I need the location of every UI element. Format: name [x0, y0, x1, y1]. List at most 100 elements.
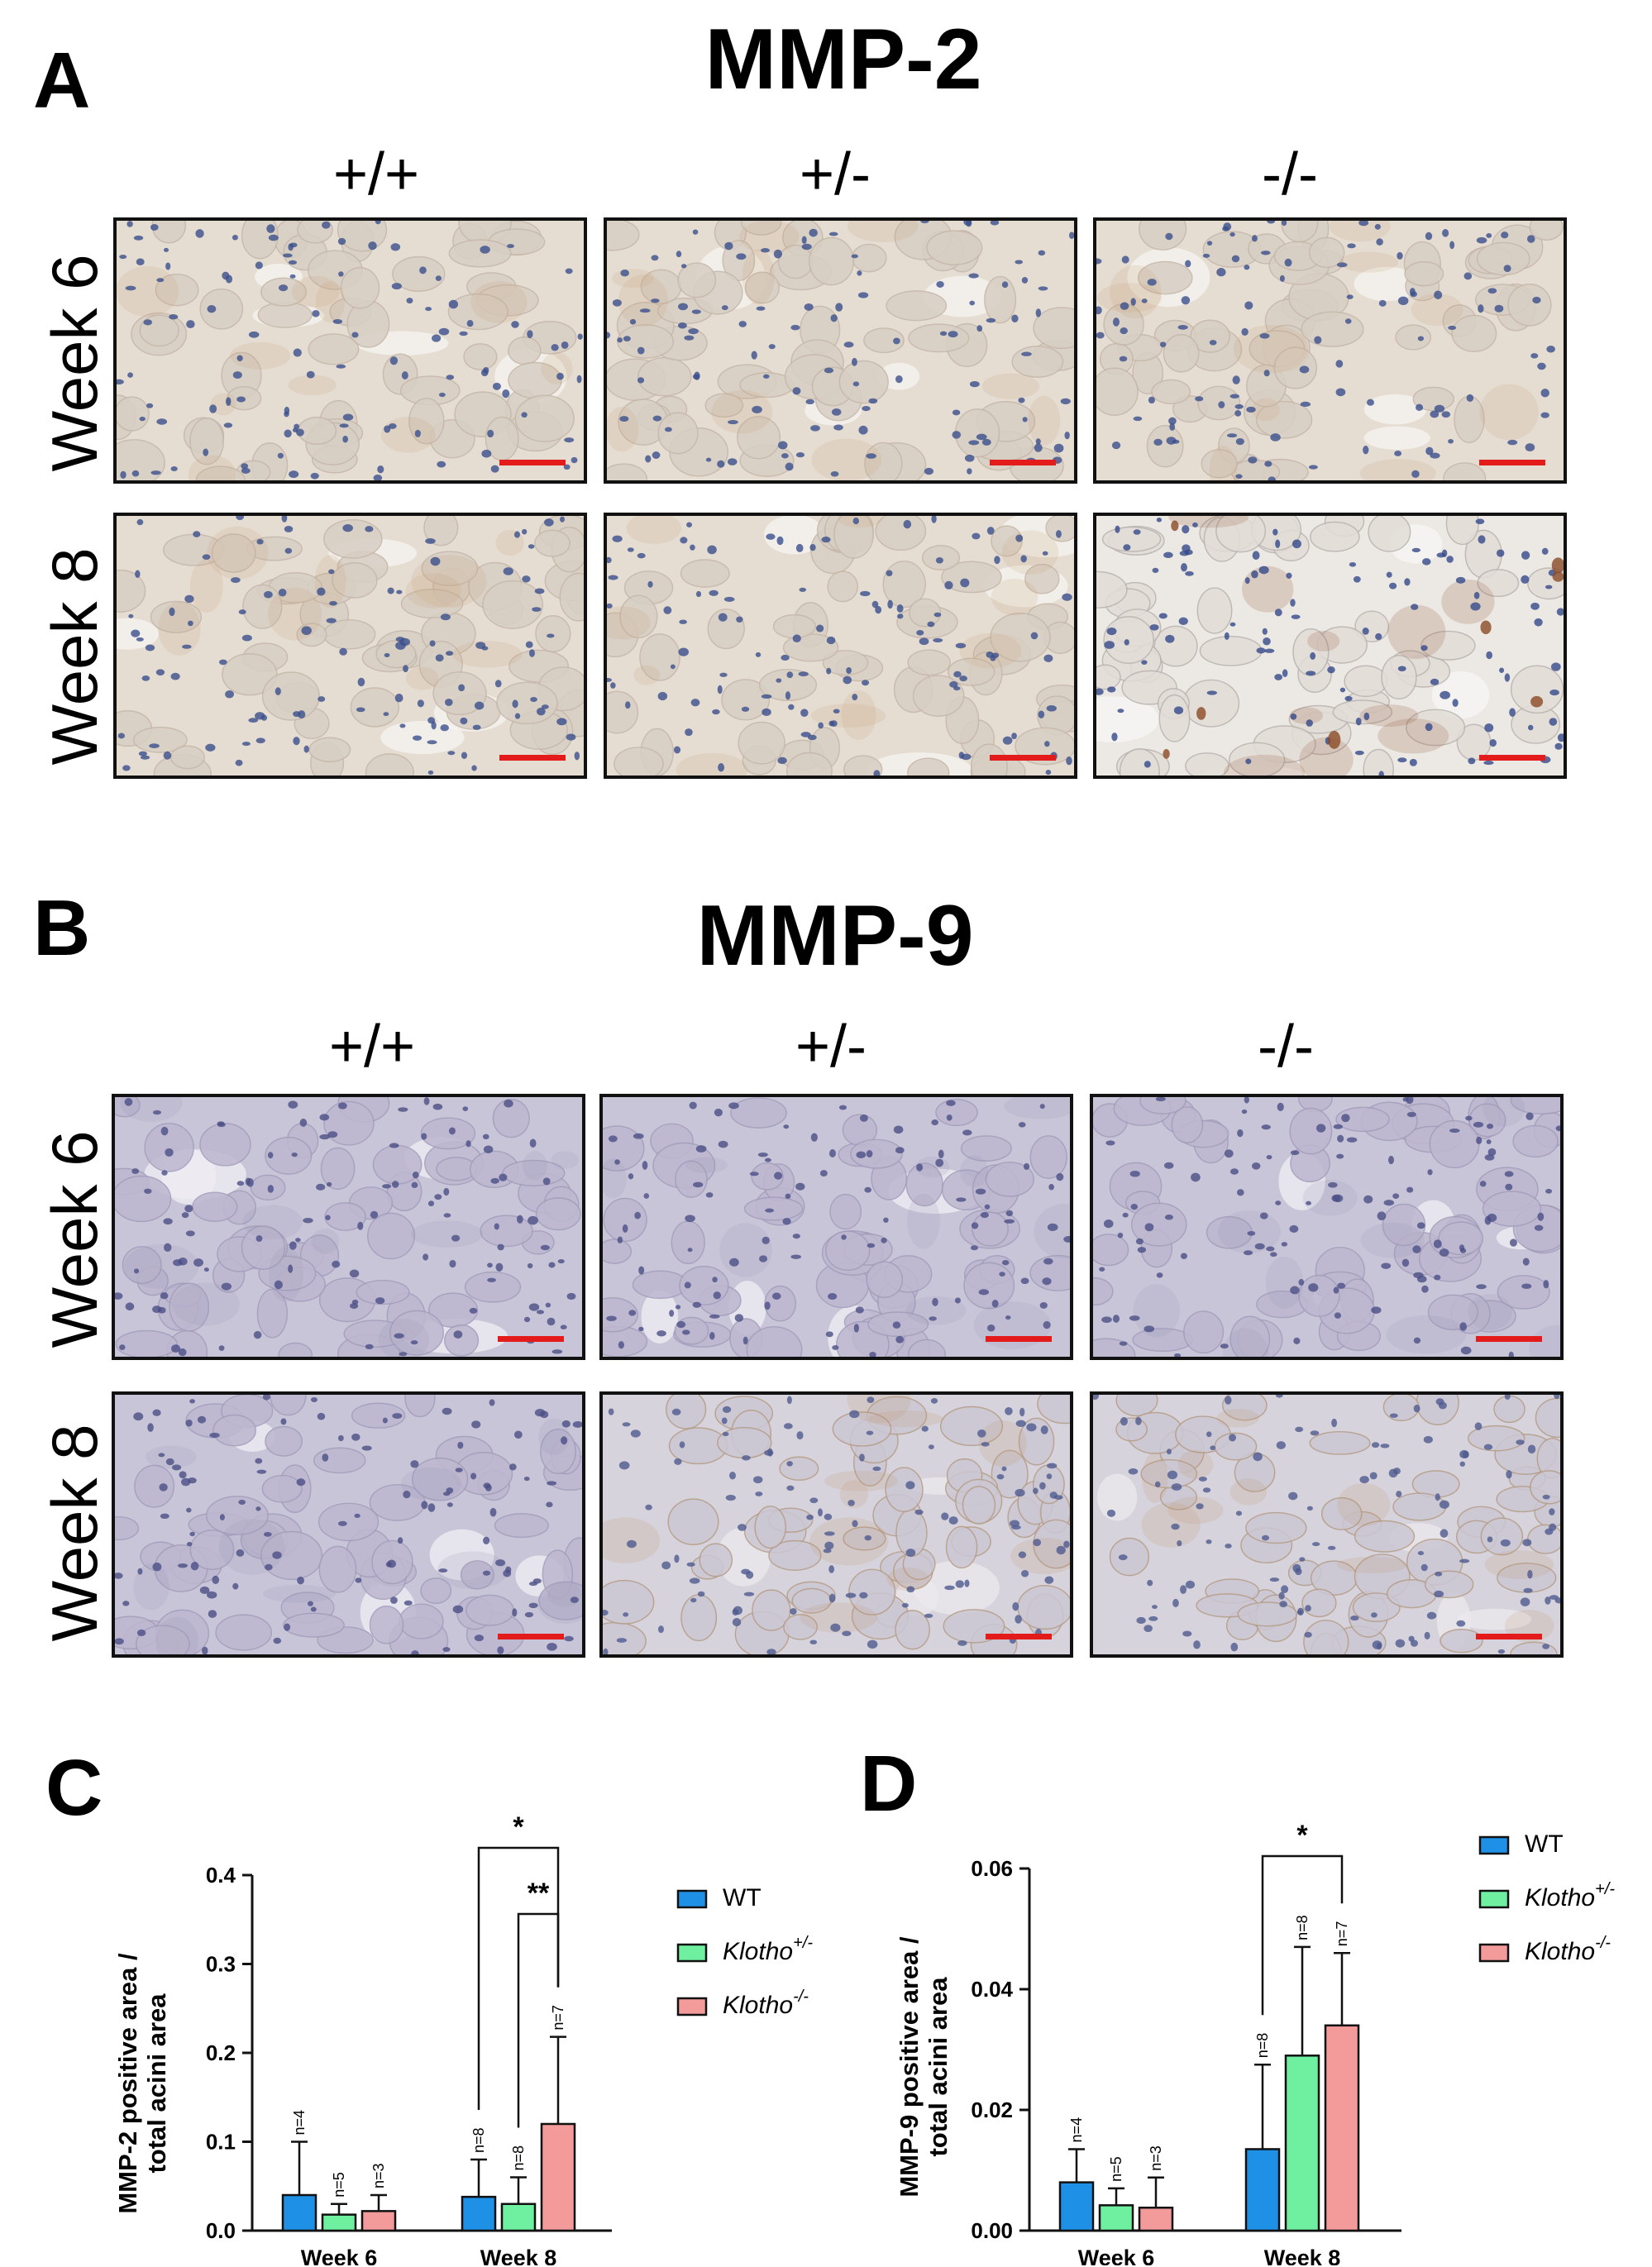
legend-label: WT [1525, 1830, 1564, 1858]
scale-bar [1479, 460, 1545, 465]
significance-label: ** [528, 1878, 550, 1909]
n-label: n=7 [550, 2005, 566, 2031]
n-label: n=5 [1108, 2156, 1124, 2182]
row-label-week6: Week 6 [38, 1130, 111, 1348]
bar-chart-mmp2: MMP-2 positive area / total acini area 0… [113, 1811, 813, 2265]
n-label: n=8 [510, 2145, 527, 2171]
x-tick-label: Week 6 [301, 2246, 378, 2265]
y-axis-label-line2: total acini area [924, 1977, 953, 2157]
micrograph-mmp9-week6-wt [112, 1094, 585, 1360]
micrograph-mmp2-week8-het [604, 513, 1077, 779]
significance-bracket [1261, 1854, 1344, 2016]
y-tick-label: 0.2 [206, 2040, 236, 2065]
y-tick-label: 0.4 [206, 1863, 236, 1888]
y-tick-label: 0.3 [206, 1952, 236, 1977]
y-tick-label: 0.04 [971, 1977, 1013, 2002]
y-axis-label-line2: total acini area [142, 1993, 171, 2174]
panel-letter-d: D [860, 1740, 918, 1828]
scale-bar [990, 755, 1056, 761]
micrograph-mmp2-week8-wt [113, 513, 587, 779]
panel-letter-b: B [33, 884, 91, 972]
legend-label: WT [723, 1884, 762, 1911]
panel-letter-a: A [33, 36, 91, 125]
y-axis-label-line1: MMP-9 positive area / [895, 1936, 924, 2198]
bar [500, 2203, 537, 2232]
n-label: n=8 [1294, 1915, 1311, 1940]
micrograph-mmp2-week6-ko [1093, 217, 1567, 484]
y-tick-label: 0.06 [971, 1856, 1013, 1881]
legend-label: Klotho-/- [1525, 1934, 1611, 1965]
scale-bar [1479, 755, 1545, 761]
scale-bar [498, 1336, 564, 1342]
n-label: n=8 [470, 2127, 487, 2153]
significance-label: * [1296, 1820, 1308, 1851]
panel-a-title: MMP-2 [704, 12, 982, 107]
scale-bar [1476, 1336, 1542, 1342]
micrograph-mmp9-week8-wt [112, 1391, 585, 1658]
legend-swatch [1478, 1889, 1510, 1909]
n-label: n=7 [1334, 1921, 1350, 1947]
legend-swatch [676, 1943, 708, 1963]
bar [360, 2210, 397, 2232]
n-label: n=3 [1148, 2145, 1164, 2171]
bar [1244, 2148, 1281, 2232]
x-tick-label: Week 8 [480, 2246, 557, 2265]
scale-bar [990, 460, 1056, 465]
significance-bracket [517, 1912, 560, 2128]
bar [1138, 2207, 1174, 2232]
micrograph-mmp9-week8-ko [1090, 1391, 1564, 1658]
y-tick-label: 0.1 [206, 2130, 236, 2155]
micrograph-mmp2-week6-het [604, 217, 1077, 484]
micrograph-mmp9-week6-ko [1090, 1094, 1564, 1360]
bar [540, 2122, 576, 2232]
genotype-label-ko: -/- [1262, 141, 1318, 208]
scale-bar [499, 755, 566, 761]
micrograph-mmp9-week6-het [599, 1094, 1073, 1360]
scale-bar [1476, 1634, 1542, 1639]
n-label: n=4 [291, 2110, 308, 2136]
scale-bar [499, 460, 566, 465]
x-tick-label: Week 6 [1078, 2246, 1155, 2265]
n-label: n=3 [370, 2163, 387, 2188]
n-label: n=5 [331, 2172, 347, 2198]
n-label: n=4 [1068, 2117, 1085, 2143]
genotype-label-het: +/- [799, 141, 871, 208]
scale-bar [498, 1634, 564, 1639]
y-axis-label: MMP-9 positive area / total acini area [895, 1936, 953, 2198]
row-label-week8: Week 8 [38, 1424, 111, 1642]
legend-swatch [1478, 1943, 1510, 1963]
legend-label: Klotho+/- [1525, 1880, 1615, 1911]
bar [1284, 2055, 1320, 2232]
scale-bar [986, 1634, 1052, 1639]
micrograph-mmp2-week8-ko [1093, 513, 1567, 779]
bar [321, 2213, 357, 2232]
y-tick-label: 0.00 [971, 2218, 1013, 2243]
legend-label: Klotho+/- [723, 1934, 813, 1965]
panel-letter-c: C [45, 1744, 103, 1832]
y-axis-label: MMP-2 positive area / total acini area [113, 1953, 171, 2214]
y-tick-label: 0.02 [971, 2098, 1013, 2122]
panel-b-title: MMP-9 [696, 888, 974, 984]
bar [1058, 2181, 1095, 2232]
bar-chart-mmp9: MMP-9 positive area / total acini area 0… [895, 1820, 1615, 2265]
significance-label: * [513, 1811, 524, 1843]
y-tick-label: 0.0 [206, 2218, 236, 2243]
bar [461, 2195, 497, 2232]
legend-label: Klotho-/- [723, 1988, 809, 2019]
y-axis-label-line1: MMP-2 positive area / [113, 1953, 142, 2214]
genotype-label-ko: -/- [1258, 1014, 1314, 1080]
bar [281, 2193, 318, 2232]
x-tick-label: Week 8 [1264, 2246, 1341, 2265]
bar [1098, 2204, 1134, 2232]
legend-swatch [676, 1889, 708, 1909]
micrograph-mmp9-week8-het [599, 1391, 1073, 1658]
genotype-label-het: +/- [795, 1014, 867, 1080]
bar [1324, 2024, 1360, 2232]
n-label: n=8 [1254, 2033, 1271, 2059]
micrograph-mmp2-week6-wt [113, 217, 587, 484]
genotype-label-wt: +/+ [328, 1014, 416, 1080]
legend-swatch [676, 1997, 708, 2016]
row-label-week6: Week 6 [38, 254, 111, 472]
scale-bar [986, 1336, 1052, 1342]
row-label-week8: Week 8 [38, 547, 111, 766]
